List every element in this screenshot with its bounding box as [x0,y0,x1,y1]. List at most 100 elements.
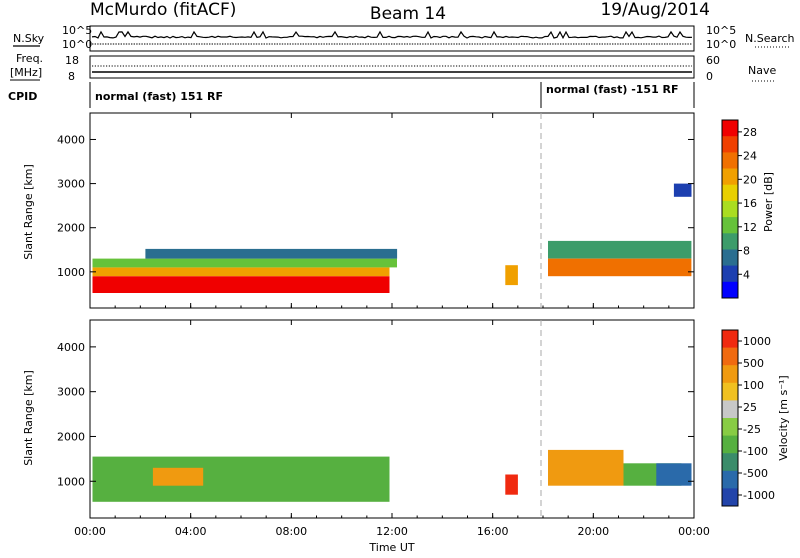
velocity-colorbar-segment [722,330,738,349]
power-ylabel: Slant Range [km] [22,164,35,260]
freq-label: Freq. [16,52,43,65]
power-colorbar-segment [722,265,738,283]
velocity-colorbar-tick-label: -100 [743,445,768,458]
power-colorbar-tick-label: 28 [743,126,757,139]
x-tick-label: 00:00 [74,525,106,538]
velocity-data-block-5 [656,463,692,486]
power-colorbar-segment [722,217,738,234]
velocity-data-block-1 [152,467,204,486]
x-tick-label: 04:00 [175,525,207,538]
nsky-trace [91,30,693,40]
station-title: McMurdo (fitACF) [90,0,236,20]
x-tick-label: 08:00 [275,525,307,538]
power-data-block-4 [505,265,518,286]
power-data-block-7 [673,183,692,197]
velocity-colorbar-segment [722,453,738,472]
nsky-panel [89,25,695,52]
nave-tick-high: 60 [706,54,720,67]
power-colorbar-segment [722,281,738,299]
power-colorbar-label: Power [dB] [762,172,775,232]
power-colorbar-segment [722,152,738,170]
nsearch-tick-high: 10^5 [706,24,736,37]
nsearch-label: N.Search [745,32,795,45]
power-data-block-3 [145,248,398,259]
velocity-data-block-2 [505,474,518,495]
power-colorbar-segment [722,200,738,218]
x-axis-label: Time UT [368,541,414,554]
velocity-y-tick-label: 1000 [57,475,85,488]
x-tick-label: 20:00 [577,525,609,538]
velocity-ylabel: Slant Range [km] [22,370,35,466]
freq-panel [89,55,695,79]
velocity-colorbar-tick-label: -25 [743,423,761,436]
power-colorbar-segment [722,136,738,153]
velocity-colorbar-label: Velocity [m s⁻¹] [777,375,790,460]
x-tick-label: 00:00 [678,525,710,538]
power-colorbar-tick-label: 4 [743,268,750,281]
power-y-tick-label: 3000 [57,178,85,191]
velocity-colorbar-tick-label: 500 [743,357,764,370]
power-colorbar-segment [722,233,738,250]
velocity-colorbar-frame [721,329,739,507]
nsky-label: N.Sky [13,32,45,45]
power-colorbar-tick-label: 20 [743,173,757,186]
power-colorbar-tick-label: 12 [743,221,757,234]
power-colorbar-tick-label: 8 [743,245,750,258]
nave-tick-low: 0 [706,70,713,83]
power-data-block-5 [548,258,692,277]
power-heatmap [92,183,692,293]
nave-label: Nave [748,64,776,77]
velocity-colorbar-segment [722,488,738,507]
velocity-y-tick-label: 2000 [57,430,85,443]
velocity-colorbar-tick-label: 100 [743,379,764,392]
freq-unit-label: [MHz] [10,66,42,79]
power-colorbar: 4 8 12 16 20 24 28 [721,119,757,299]
freq-tick-high: 18 [65,54,79,67]
power-colorbar-segment [722,184,738,202]
velocity-colorbar: 1000 500 100 25 -25 -100 -500 -1000 [721,329,775,507]
power-y-tick-label: 1000 [57,266,85,279]
power-colorbar-frame [721,119,739,299]
cpid-label: CPID [8,90,37,103]
velocity-colorbar-segment [722,418,738,437]
velocity-axes: 00:00 04:00 08:00 12:00 16:00 20:00 00:00 1000 2… [57,320,710,538]
cpid-segment-2: normal (fast) -151 RF [546,83,679,96]
velocity-data-block-3 [548,449,624,486]
power-colorbar-segment [722,120,738,137]
date-title: 19/Aug/2014 [600,0,710,20]
power-axes: 1000 2000 3000 4000 [57,113,695,308]
velocity-colorbar-tick-label: 1000 [743,335,771,348]
velocity-colorbar-segment [722,365,738,384]
nsearch-tick-low: 10^0 [706,38,736,51]
x-tick-label: 16:00 [477,525,509,538]
nsky-tick-low: 10^0 [62,38,92,51]
velocity-colorbar-tick-label: -1000 [743,489,775,502]
power-data-block-6 [548,240,692,259]
velocity-colorbar-segment [722,400,738,419]
velocity-colorbar-segment [722,347,738,366]
velocity-colorbar-tick-label: 25 [743,401,757,414]
velocity-y-tick-label: 3000 [57,386,85,399]
velocity-colorbar-segment [722,435,738,454]
power-data-block-1 [92,267,390,277]
velocity-y-tick-label: 4000 [57,341,85,354]
beam-title: Beam 14 [370,4,446,24]
velocity-data-block-0 [92,456,390,502]
cpid-segment-1: normal (fast) 151 RF [95,90,223,103]
velocity-heatmap [92,449,692,502]
nsky-tick-high: 10^5 [62,24,92,37]
freq-tick-low: 8 [68,70,75,83]
power-colorbar-segment [722,249,738,267]
power-colorbar-tick-label: 24 [743,150,757,163]
velocity-colorbar-segment [722,382,738,401]
power-y-tick-label: 2000 [57,222,85,235]
power-data-block-0 [92,276,390,293]
x-tick-label: 12:00 [376,525,408,538]
velocity-colorbar-tick-label: -500 [743,467,768,480]
power-data-block-2 [92,258,397,268]
power-y-tick-label: 4000 [57,133,85,146]
power-colorbar-tick-label: 16 [743,197,757,210]
power-colorbar-segment [722,168,738,186]
